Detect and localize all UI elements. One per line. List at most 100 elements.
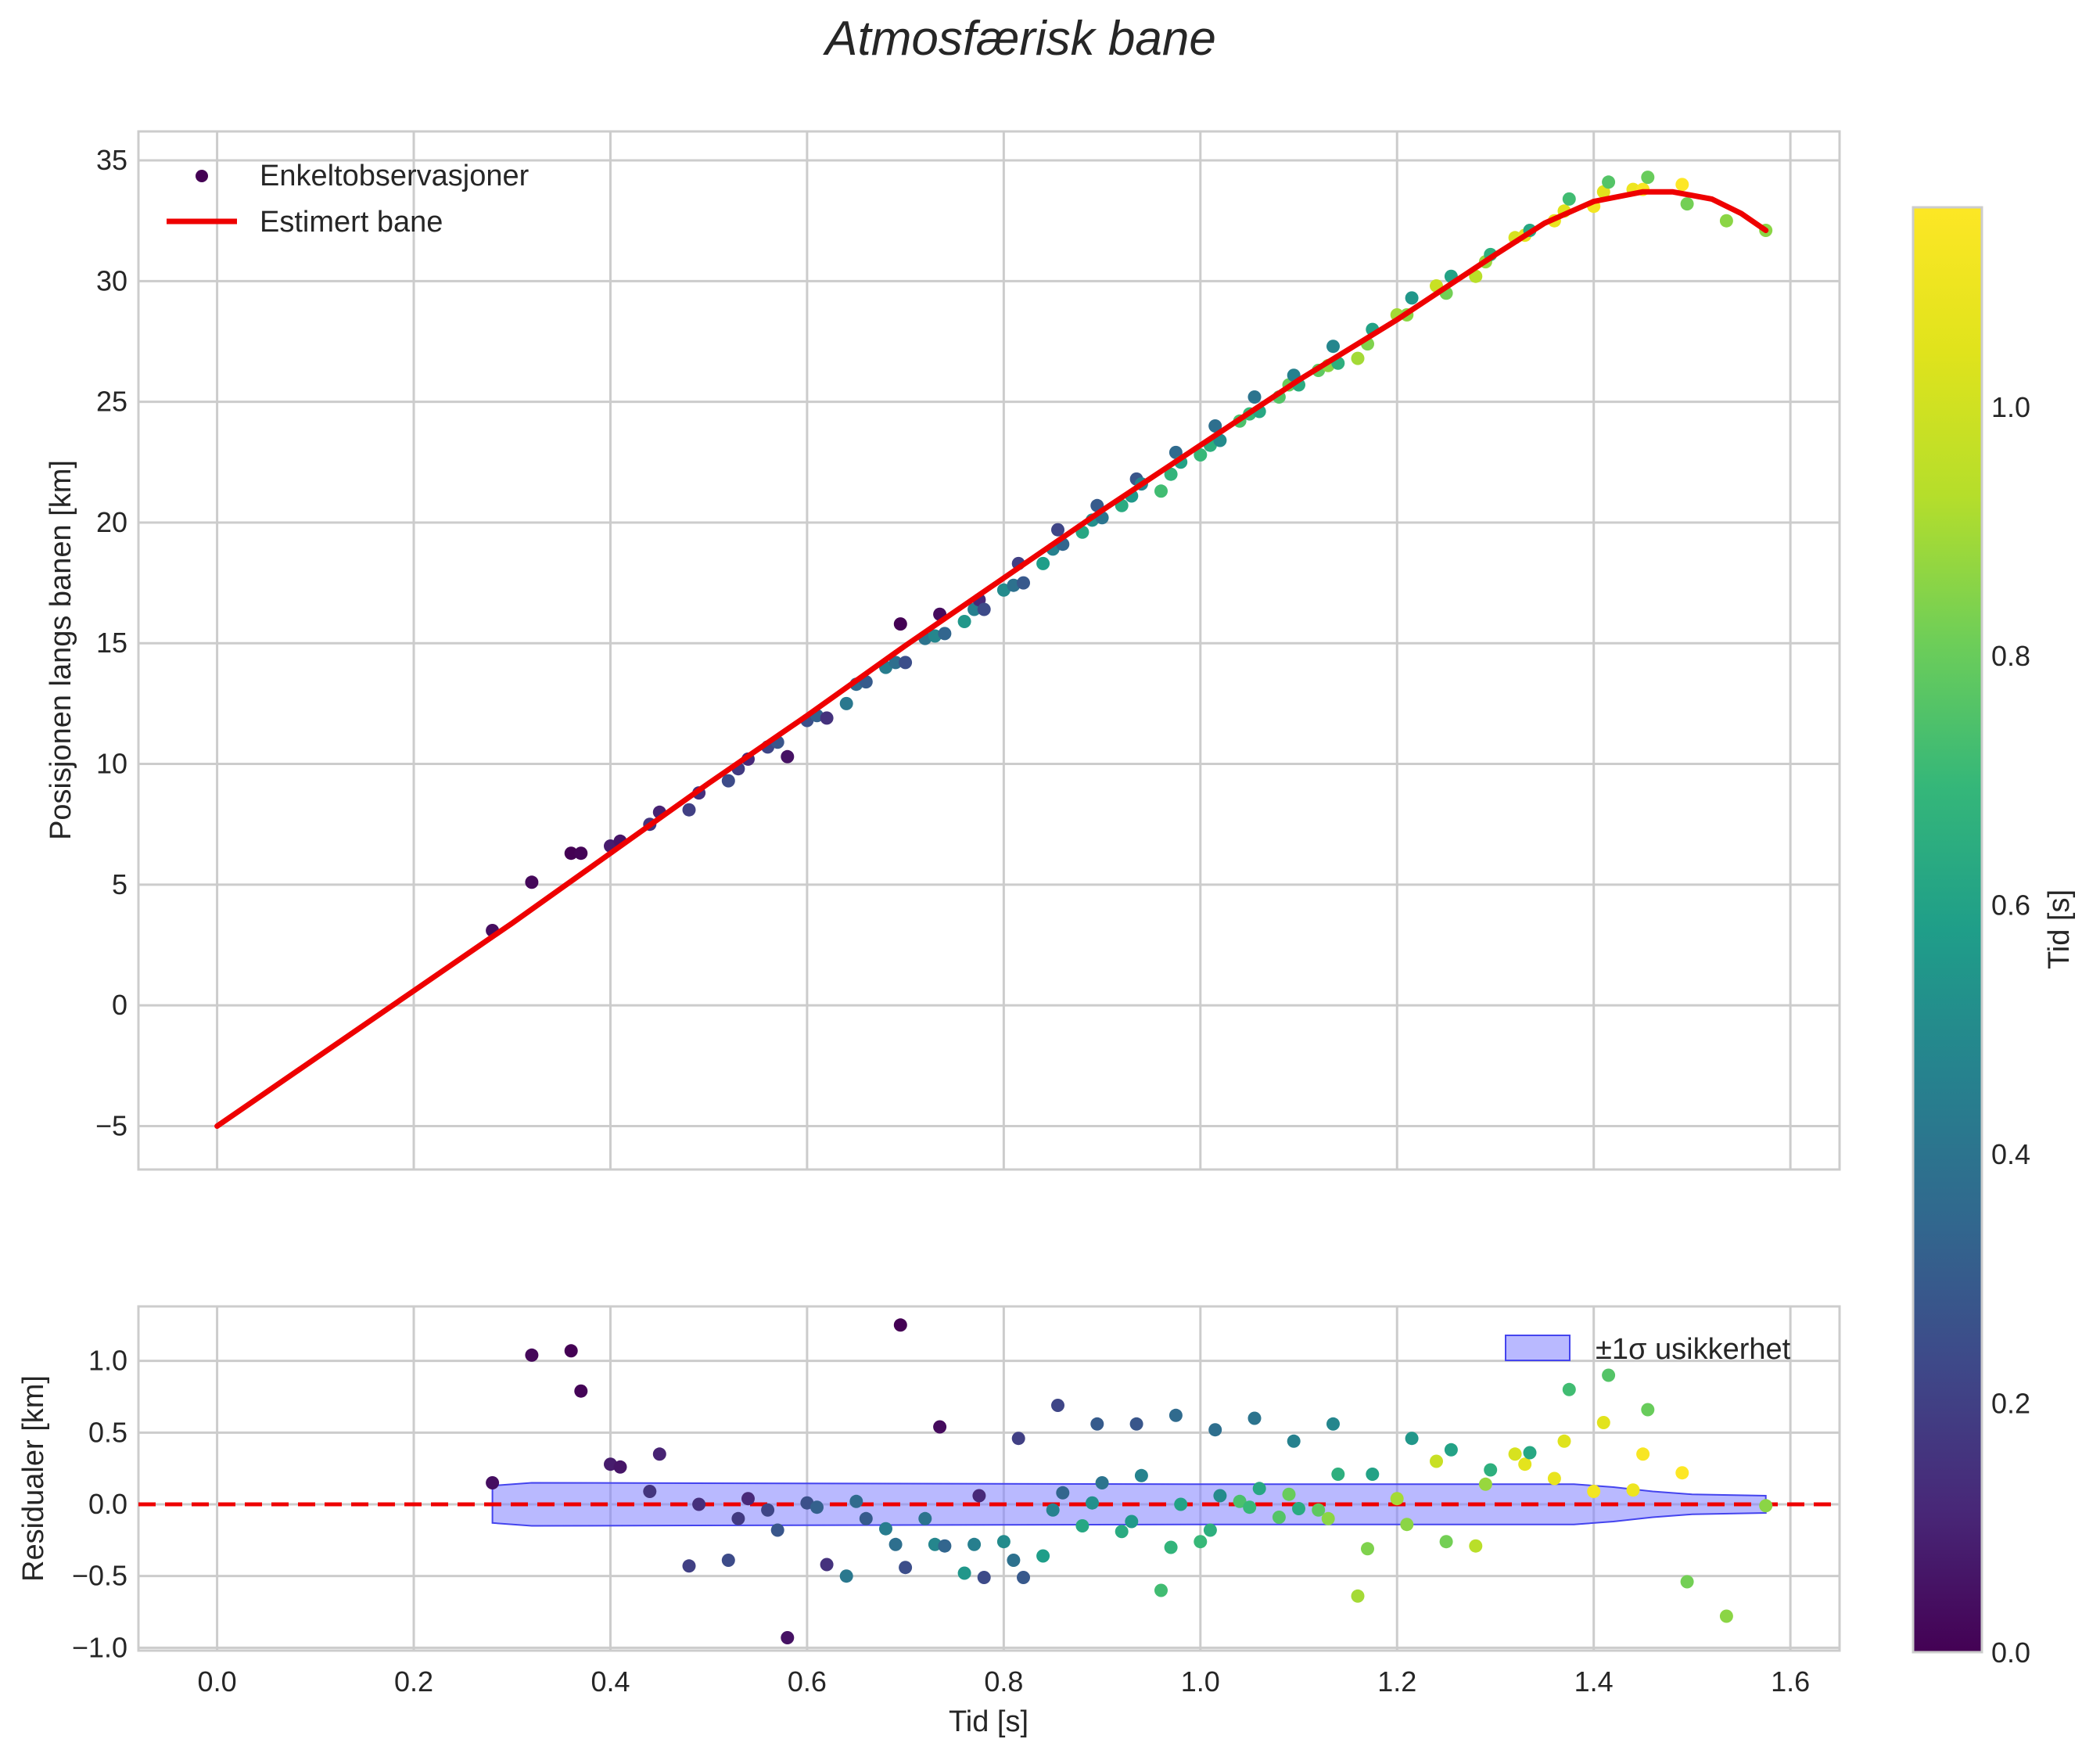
residual-point [1036, 1549, 1050, 1563]
residual-legend: ±1σ usikkerhet [1505, 1333, 1791, 1366]
main-plot-frame [137, 130, 1841, 1171]
residual-point [1164, 1540, 1178, 1554]
observation-point [1164, 467, 1178, 481]
residual-point [1247, 1411, 1262, 1425]
residual-plot: −1.0 −0.5 0.0 0.5 1.0 0.0 0.2 0.4 0.6 0.8 1.0 1.2 1… [17, 1305, 1841, 1738]
residual-y-axis-label: Residualer [km] [17, 1375, 50, 1582]
observation-point [977, 602, 991, 616]
x-tick-label: 1.0 [1181, 1665, 1220, 1698]
residual-point [1759, 1499, 1773, 1513]
x-axis-label: Tid [s] [949, 1705, 1028, 1738]
residual-point [1134, 1468, 1148, 1482]
residual-point [525, 1348, 539, 1362]
residual-point [928, 1537, 942, 1551]
x-tick-label: 0.6 [788, 1665, 827, 1698]
residual-point [652, 1447, 666, 1461]
residual-point [1557, 1434, 1571, 1448]
residual-point [1518, 1457, 1532, 1471]
residual-point [721, 1554, 735, 1567]
observation-point [1641, 171, 1655, 185]
residual-y-tick-label: −0.5 [72, 1560, 127, 1592]
residual-point [486, 1476, 500, 1489]
observation-point [899, 656, 913, 670]
residual-point [1602, 1368, 1616, 1382]
residual-point [1075, 1519, 1089, 1532]
observation-point [1719, 214, 1733, 228]
residual-point [1174, 1497, 1188, 1511]
x-tick-label: 0.8 [984, 1665, 1023, 1698]
colorbar-gradient [1912, 206, 1983, 1654]
residual-point [1675, 1466, 1689, 1480]
observation-point [957, 615, 971, 628]
residual-point [1017, 1571, 1030, 1584]
residual-y-tick-label: 0.0 [88, 1488, 127, 1520]
observation-point [682, 803, 696, 817]
residual-point [1011, 1432, 1025, 1446]
residual-point [1203, 1523, 1217, 1537]
observation-point [1036, 556, 1050, 570]
legend-band-label: ±1σ usikkerhet [1596, 1333, 1791, 1366]
main-y-tick-label: 25 [96, 386, 127, 418]
residual-point [1272, 1511, 1286, 1524]
residual-point [1587, 1485, 1601, 1498]
residual-point [1680, 1575, 1694, 1589]
residual-point [1282, 1487, 1296, 1501]
observation-point [1602, 175, 1616, 189]
residual-point [1287, 1434, 1301, 1448]
observation-point [781, 749, 795, 764]
residual-point [879, 1522, 892, 1536]
residual-point [574, 1384, 588, 1398]
residual-point [1331, 1468, 1345, 1481]
residual-point [1168, 1408, 1183, 1422]
residual-point [1321, 1511, 1335, 1525]
residual-y-tick-label: −1.0 [72, 1631, 127, 1663]
residual-point [1326, 1417, 1340, 1431]
residual-point [731, 1511, 745, 1525]
x-tick-label: 1.2 [1377, 1665, 1416, 1698]
residual-y-tick-label: 0.5 [88, 1416, 127, 1448]
residual-point [1400, 1518, 1414, 1532]
residual-point [1243, 1500, 1257, 1514]
residual-point [1361, 1542, 1374, 1556]
colorbar-tick-label: 0.0 [1991, 1637, 2030, 1669]
colorbar-label: Tid [s] [2043, 889, 2076, 969]
colorbar-tick-label: 1.0 [1991, 391, 2030, 423]
observation-point [1051, 523, 1064, 537]
residual-point [1719, 1609, 1733, 1623]
main-y-tick-label: −5 [95, 1109, 127, 1141]
residual-point [1194, 1535, 1208, 1549]
residual-point [893, 1318, 907, 1332]
residual-point [643, 1485, 657, 1498]
residual-point [1641, 1403, 1655, 1417]
colorbar-tick-label: 0.2 [1991, 1388, 2030, 1420]
main-y-tick-label: 30 [96, 264, 127, 296]
residual-point [1547, 1471, 1561, 1486]
main-y-ticks: −5 0 5 10 15 20 25 30 35 [95, 144, 127, 1141]
residual-point [1233, 1494, 1247, 1508]
residual-point [972, 1489, 986, 1503]
residual-point [682, 1559, 696, 1573]
observation-point [1208, 419, 1222, 433]
x-ticks: 0.0 0.2 0.4 0.6 0.8 1.0 1.2 1.4 1.6 [198, 1665, 1811, 1698]
colorbar-tick-label: 0.8 [1991, 640, 2030, 672]
observation-point [938, 627, 952, 641]
colorbar-tick-label: 0.4 [1991, 1138, 2030, 1170]
residual-point [613, 1460, 627, 1474]
residual-point [1208, 1423, 1222, 1437]
x-tick-label: 1.4 [1574, 1665, 1614, 1698]
residual-point [1115, 1525, 1129, 1539]
observation-point [1675, 178, 1689, 192]
residual-point [1626, 1483, 1640, 1497]
estimated-trajectory-line [214, 189, 1769, 1129]
residual-point [1351, 1589, 1365, 1603]
residual-point [957, 1566, 971, 1580]
main-y-tick-label: 0 [112, 989, 127, 1021]
residual-point [849, 1494, 863, 1508]
residual-point [1252, 1482, 1266, 1496]
x-tick-label: 0.2 [394, 1665, 433, 1698]
residual-point [1213, 1489, 1227, 1503]
residual-point [918, 1511, 932, 1525]
residual-point [810, 1500, 824, 1514]
observation-point [1351, 351, 1365, 365]
observation-point [820, 711, 834, 725]
